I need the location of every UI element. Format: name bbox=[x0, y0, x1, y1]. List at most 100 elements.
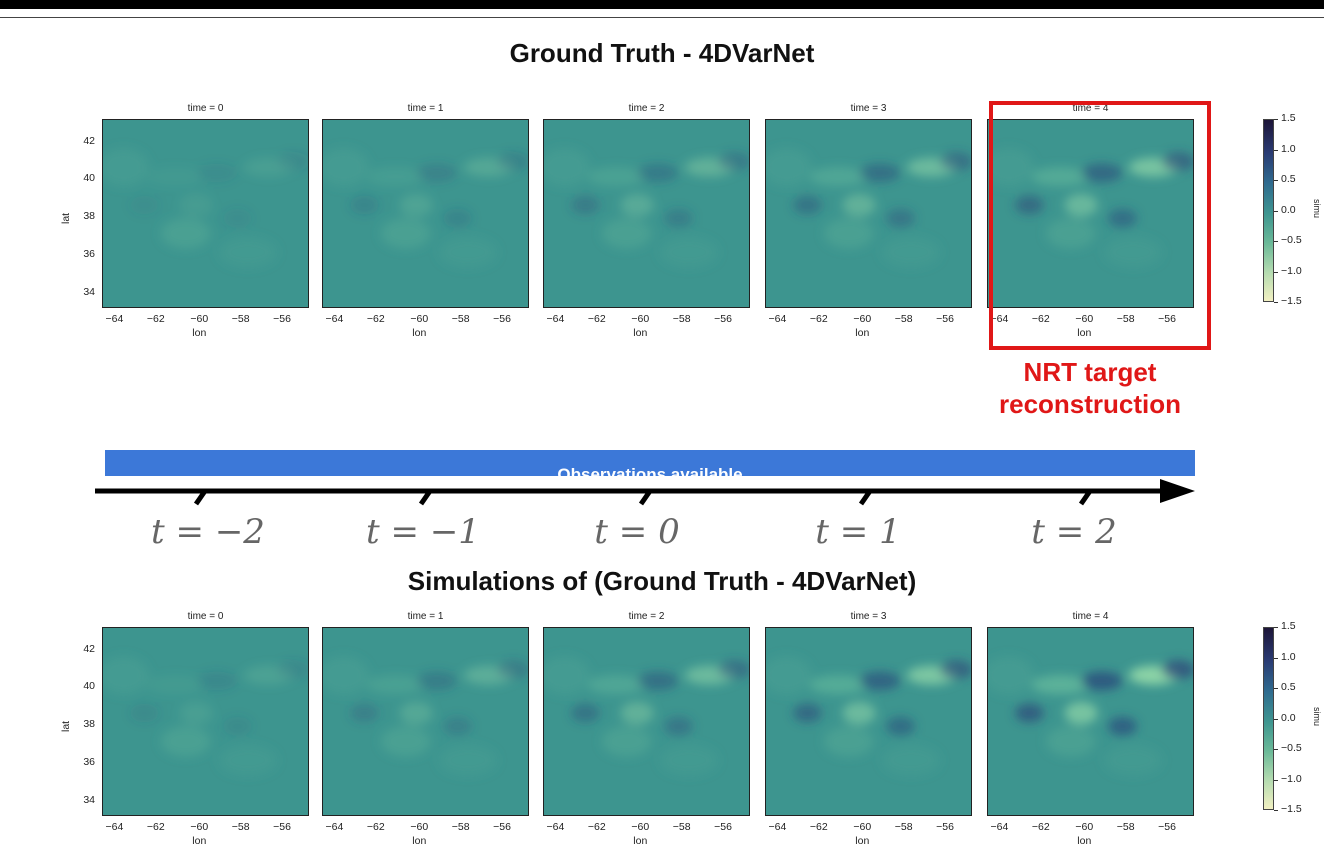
top-figure-title: Ground Truth - 4DVarNet bbox=[509, 38, 815, 68]
colorbar-tick-label: 0.5 bbox=[1281, 173, 1296, 185]
timeline-tick bbox=[858, 489, 873, 506]
x-tick-label: −62 bbox=[809, 821, 828, 833]
colorbar-tick-mark bbox=[1274, 119, 1278, 120]
x-tick-label: −58 bbox=[1116, 313, 1135, 325]
x-tick-label: −64 bbox=[325, 313, 344, 325]
top-border bbox=[0, 0, 1324, 9]
colorbar-tick-mark bbox=[1274, 810, 1278, 811]
x-tick-label: −56 bbox=[493, 821, 511, 833]
x-tick-label: −62 bbox=[587, 821, 606, 833]
y-tick-label: 34 bbox=[83, 793, 95, 806]
x-axis-label: lon bbox=[633, 835, 648, 847]
x-tick-label: −60 bbox=[853, 313, 872, 325]
colorbar-tick-mark bbox=[1274, 657, 1278, 659]
observations-available-bar: Observations available bbox=[105, 450, 1195, 476]
y-tick-label: 42 bbox=[83, 134, 95, 147]
map-panel bbox=[322, 119, 529, 308]
nrt-label-line2: reconstruction bbox=[998, 389, 1182, 419]
x-tick-label: −58 bbox=[672, 821, 691, 833]
x-axis-label: lon bbox=[1077, 835, 1092, 847]
panel-title: time = 1 bbox=[407, 611, 444, 622]
x-tick-label: −58 bbox=[1116, 821, 1135, 833]
x-axis-label: lon bbox=[412, 835, 427, 847]
colorbar-tick-label: 0.5 bbox=[1281, 681, 1296, 693]
x-tick-label: −64 bbox=[325, 821, 344, 833]
y-tick-label: 36 bbox=[83, 756, 95, 769]
colorbar-tick-label: −1.0 bbox=[1281, 264, 1302, 277]
x-axis-label: lon bbox=[633, 327, 648, 339]
y-tick-label: 36 bbox=[83, 248, 95, 261]
timeline-label: t = 1 bbox=[815, 512, 901, 552]
y-tick-label: 40 bbox=[83, 172, 95, 185]
x-tick-label: −62 bbox=[146, 821, 165, 833]
y-tick-label: 34 bbox=[83, 285, 95, 298]
x-tick-label: −58 bbox=[231, 821, 250, 833]
x-tick-label: −60 bbox=[853, 821, 872, 833]
x-axis-label: lon bbox=[855, 835, 870, 847]
colorbar-tick-label: −0.5 bbox=[1281, 742, 1302, 754]
x-tick-label: −62 bbox=[1031, 821, 1050, 833]
x-tick-label: −64 bbox=[990, 821, 1009, 833]
x-tick-label: −62 bbox=[587, 313, 606, 325]
timeline-tick bbox=[1078, 489, 1093, 506]
bottom-figure-title: Simulations of (Ground Truth - 4DVarNet) bbox=[407, 566, 917, 596]
x-tick-label: −62 bbox=[1031, 313, 1050, 325]
x-tick-label: −64 bbox=[768, 313, 787, 325]
colorbar bbox=[1263, 119, 1274, 302]
colorbar-tick-label: −1.5 bbox=[1281, 803, 1302, 815]
y-tick-label: 38 bbox=[83, 210, 95, 223]
x-tick-label: −56 bbox=[273, 821, 291, 833]
x-axis-label: lon bbox=[1077, 327, 1092, 339]
x-tick-label: −60 bbox=[190, 821, 209, 833]
x-tick-label: −60 bbox=[631, 821, 650, 833]
x-tick-label: −56 bbox=[1158, 313, 1176, 325]
colorbar-tick-mark bbox=[1274, 302, 1278, 303]
panel-title: time = 0 bbox=[187, 611, 224, 622]
x-tick-label: −60 bbox=[410, 313, 429, 325]
timeline-arrow bbox=[95, 479, 1195, 506]
colorbar-tick-label: −1.0 bbox=[1281, 772, 1302, 785]
x-axis-label: lon bbox=[855, 327, 870, 339]
colorbar-tick-mark bbox=[1274, 749, 1278, 750]
map-panel bbox=[543, 627, 750, 816]
colorbar-tick-mark bbox=[1274, 271, 1278, 273]
x-tick-label: −62 bbox=[146, 313, 165, 325]
map-panel bbox=[987, 627, 1194, 816]
timeline-label: t = 2 bbox=[1031, 512, 1117, 552]
x-tick-label: −62 bbox=[366, 821, 385, 833]
colorbar-tick-mark bbox=[1274, 180, 1278, 181]
top-divider bbox=[0, 17, 1324, 18]
colorbar-tick-mark bbox=[1274, 149, 1278, 151]
colorbar-tick-mark bbox=[1274, 210, 1278, 212]
map-panel bbox=[322, 627, 529, 816]
x-tick-label: −56 bbox=[714, 821, 732, 833]
map-panel bbox=[102, 119, 309, 308]
x-axis-label: lon bbox=[192, 327, 207, 339]
observations-available-label: Observations available bbox=[557, 465, 743, 476]
x-tick-label: −64 bbox=[990, 313, 1009, 325]
panel-title: time = 1 bbox=[407, 103, 444, 114]
panel-title: time = 4 bbox=[1072, 103, 1109, 114]
x-tick-label: −56 bbox=[936, 313, 954, 325]
x-tick-label: −62 bbox=[366, 313, 385, 325]
x-tick-label: −64 bbox=[105, 821, 124, 833]
panel-title: time = 3 bbox=[850, 103, 887, 114]
panel-title: time = 2 bbox=[628, 103, 665, 114]
colorbar-tick-label: 1.5 bbox=[1281, 620, 1296, 632]
x-tick-label: −56 bbox=[273, 313, 291, 325]
colorbar-tick-label: −0.5 bbox=[1281, 234, 1302, 246]
colorbar-tick-label: 1.0 bbox=[1281, 650, 1296, 663]
nrt-target-label: NRT target reconstruction bbox=[965, 356, 1215, 420]
map-panel bbox=[543, 119, 750, 308]
timeline-label: t = −2 bbox=[151, 512, 265, 552]
colorbar-tick-mark bbox=[1274, 627, 1278, 628]
x-tick-label: −56 bbox=[936, 821, 954, 833]
colorbar-tick-label: 0.0 bbox=[1281, 711, 1296, 724]
panel-title: time = 2 bbox=[628, 611, 665, 622]
y-axis-label: lat bbox=[60, 212, 72, 224]
y-tick-label: 42 bbox=[83, 642, 95, 655]
timeline-label: t = 0 bbox=[594, 512, 680, 552]
x-tick-label: −58 bbox=[451, 821, 470, 833]
y-tick-label: 38 bbox=[83, 718, 95, 731]
timeline-tick bbox=[418, 489, 433, 506]
